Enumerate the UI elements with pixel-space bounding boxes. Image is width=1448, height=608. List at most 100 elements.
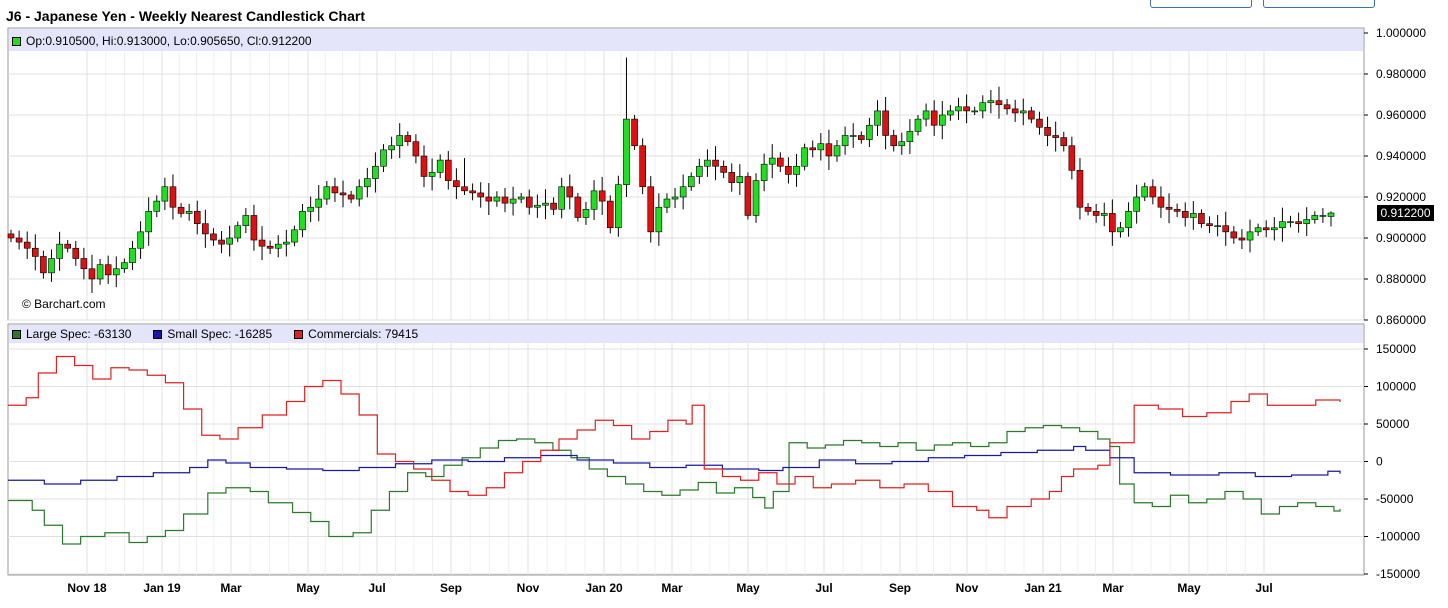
candle-body [525,196,533,208]
candle-body [291,229,298,243]
candle-body [655,206,663,233]
candle-body [7,233,15,239]
cot-y-tick-label: 150000 [1376,342,1416,356]
candle-body [963,106,970,112]
candle-body [396,135,404,147]
x-tick-label: Jan 21 [1024,581,1062,595]
candle-body [704,159,711,167]
candle-body [833,145,841,157]
candle-body [137,231,144,249]
candle-body [752,180,760,216]
x-tick-label: May [296,581,320,595]
candle-body [1109,213,1116,233]
candle-body [428,172,436,177]
candle-body [696,165,703,177]
cot-y-tick-label: -50000 [1376,492,1414,506]
candle-body [274,243,282,249]
candle-body [1125,211,1132,229]
price-y-tick-label: 0.900000 [1376,231,1426,245]
candle-body [728,172,736,183]
candle-body [1068,145,1076,171]
candle-body [979,102,987,112]
candle-body [23,241,31,249]
chart-title: J6 - Japanese Yen - Weekly Nearest Candl… [6,8,365,24]
candle-body [971,110,978,113]
candle-body [1181,211,1189,218]
legend-large-spec-label: Large Spec: -63130 [26,327,132,341]
candle-body [866,124,873,140]
candle-body [1279,221,1286,229]
candle-body [906,131,914,142]
x-tick-label: Nov [517,581,540,595]
candle-body [372,165,379,179]
price-legend: Op:0.910500, Hi:0.913000, Lo:0.905650, C… [12,34,312,48]
candle-body [347,194,355,200]
candle-body [1327,212,1335,217]
candle-body [1206,223,1213,226]
candle-body [955,106,962,112]
candle-body [493,196,501,202]
candle-body [501,196,509,204]
candle-body [566,186,574,198]
candle-body [104,264,112,276]
price-y-tick-label: 0.880000 [1376,272,1426,286]
candle-body [639,145,646,188]
candle-body [31,247,39,257]
candle-body [858,135,865,140]
legend-swatch-small-spec [153,329,163,339]
candle-body [258,239,266,247]
candle-body [1230,231,1238,239]
cot-line-small-spec [8,445,1341,485]
price-y-tick-label: 0.980000 [1376,67,1426,81]
x-tick-label: Nov [956,581,979,595]
candle-body [606,200,614,229]
candle-body [930,110,938,126]
x-tick-label: Nov 18 [67,581,107,595]
candle-body [1028,110,1035,120]
toolbar-button-1[interactable] [1150,0,1252,8]
candle-body [1149,186,1157,198]
candle-body [477,192,484,198]
candle-body [1036,118,1043,128]
candle-body [380,149,387,167]
price-panel-frame [7,27,1365,321]
candle-body [315,198,323,208]
candle-body [1092,211,1100,216]
candle-body [1117,227,1124,233]
candle-body [266,245,274,249]
candle-body [809,147,817,151]
candle-body [1100,213,1108,216]
candle-body [671,196,679,200]
cot-y-tick-label: 0 [1376,455,1383,469]
candle-body [234,225,242,239]
candle-body [323,186,331,200]
x-tick-label: Jul [368,581,385,595]
candle-body [299,211,306,231]
candle-body [914,118,922,132]
candle-body [88,268,96,280]
candle-body [453,180,460,188]
candle-body [631,118,638,147]
candle-body [517,196,525,200]
candle-body [663,198,671,208]
candle-body [922,110,930,120]
x-tick-label: Mar [220,581,242,595]
legend-swatch-large-spec [12,329,21,339]
candle-body [760,163,768,181]
candle-body [1198,213,1205,224]
candle-body [777,157,784,167]
candle-body [1254,227,1262,233]
candle-body [64,243,71,249]
cot-line-commercials [8,355,1341,519]
candle-body [145,211,152,233]
candle-body [744,176,752,216]
candle-body [785,165,792,175]
candle-body [112,268,120,276]
price-y-tick-label: 0.860000 [1376,313,1426,327]
toolbar-button-2[interactable] [1263,0,1375,8]
x-tick-label: Jan 19 [143,581,181,595]
candle-body [890,135,897,147]
candle-body [768,157,776,165]
candle-body [550,202,557,210]
candle-body [1044,127,1051,136]
